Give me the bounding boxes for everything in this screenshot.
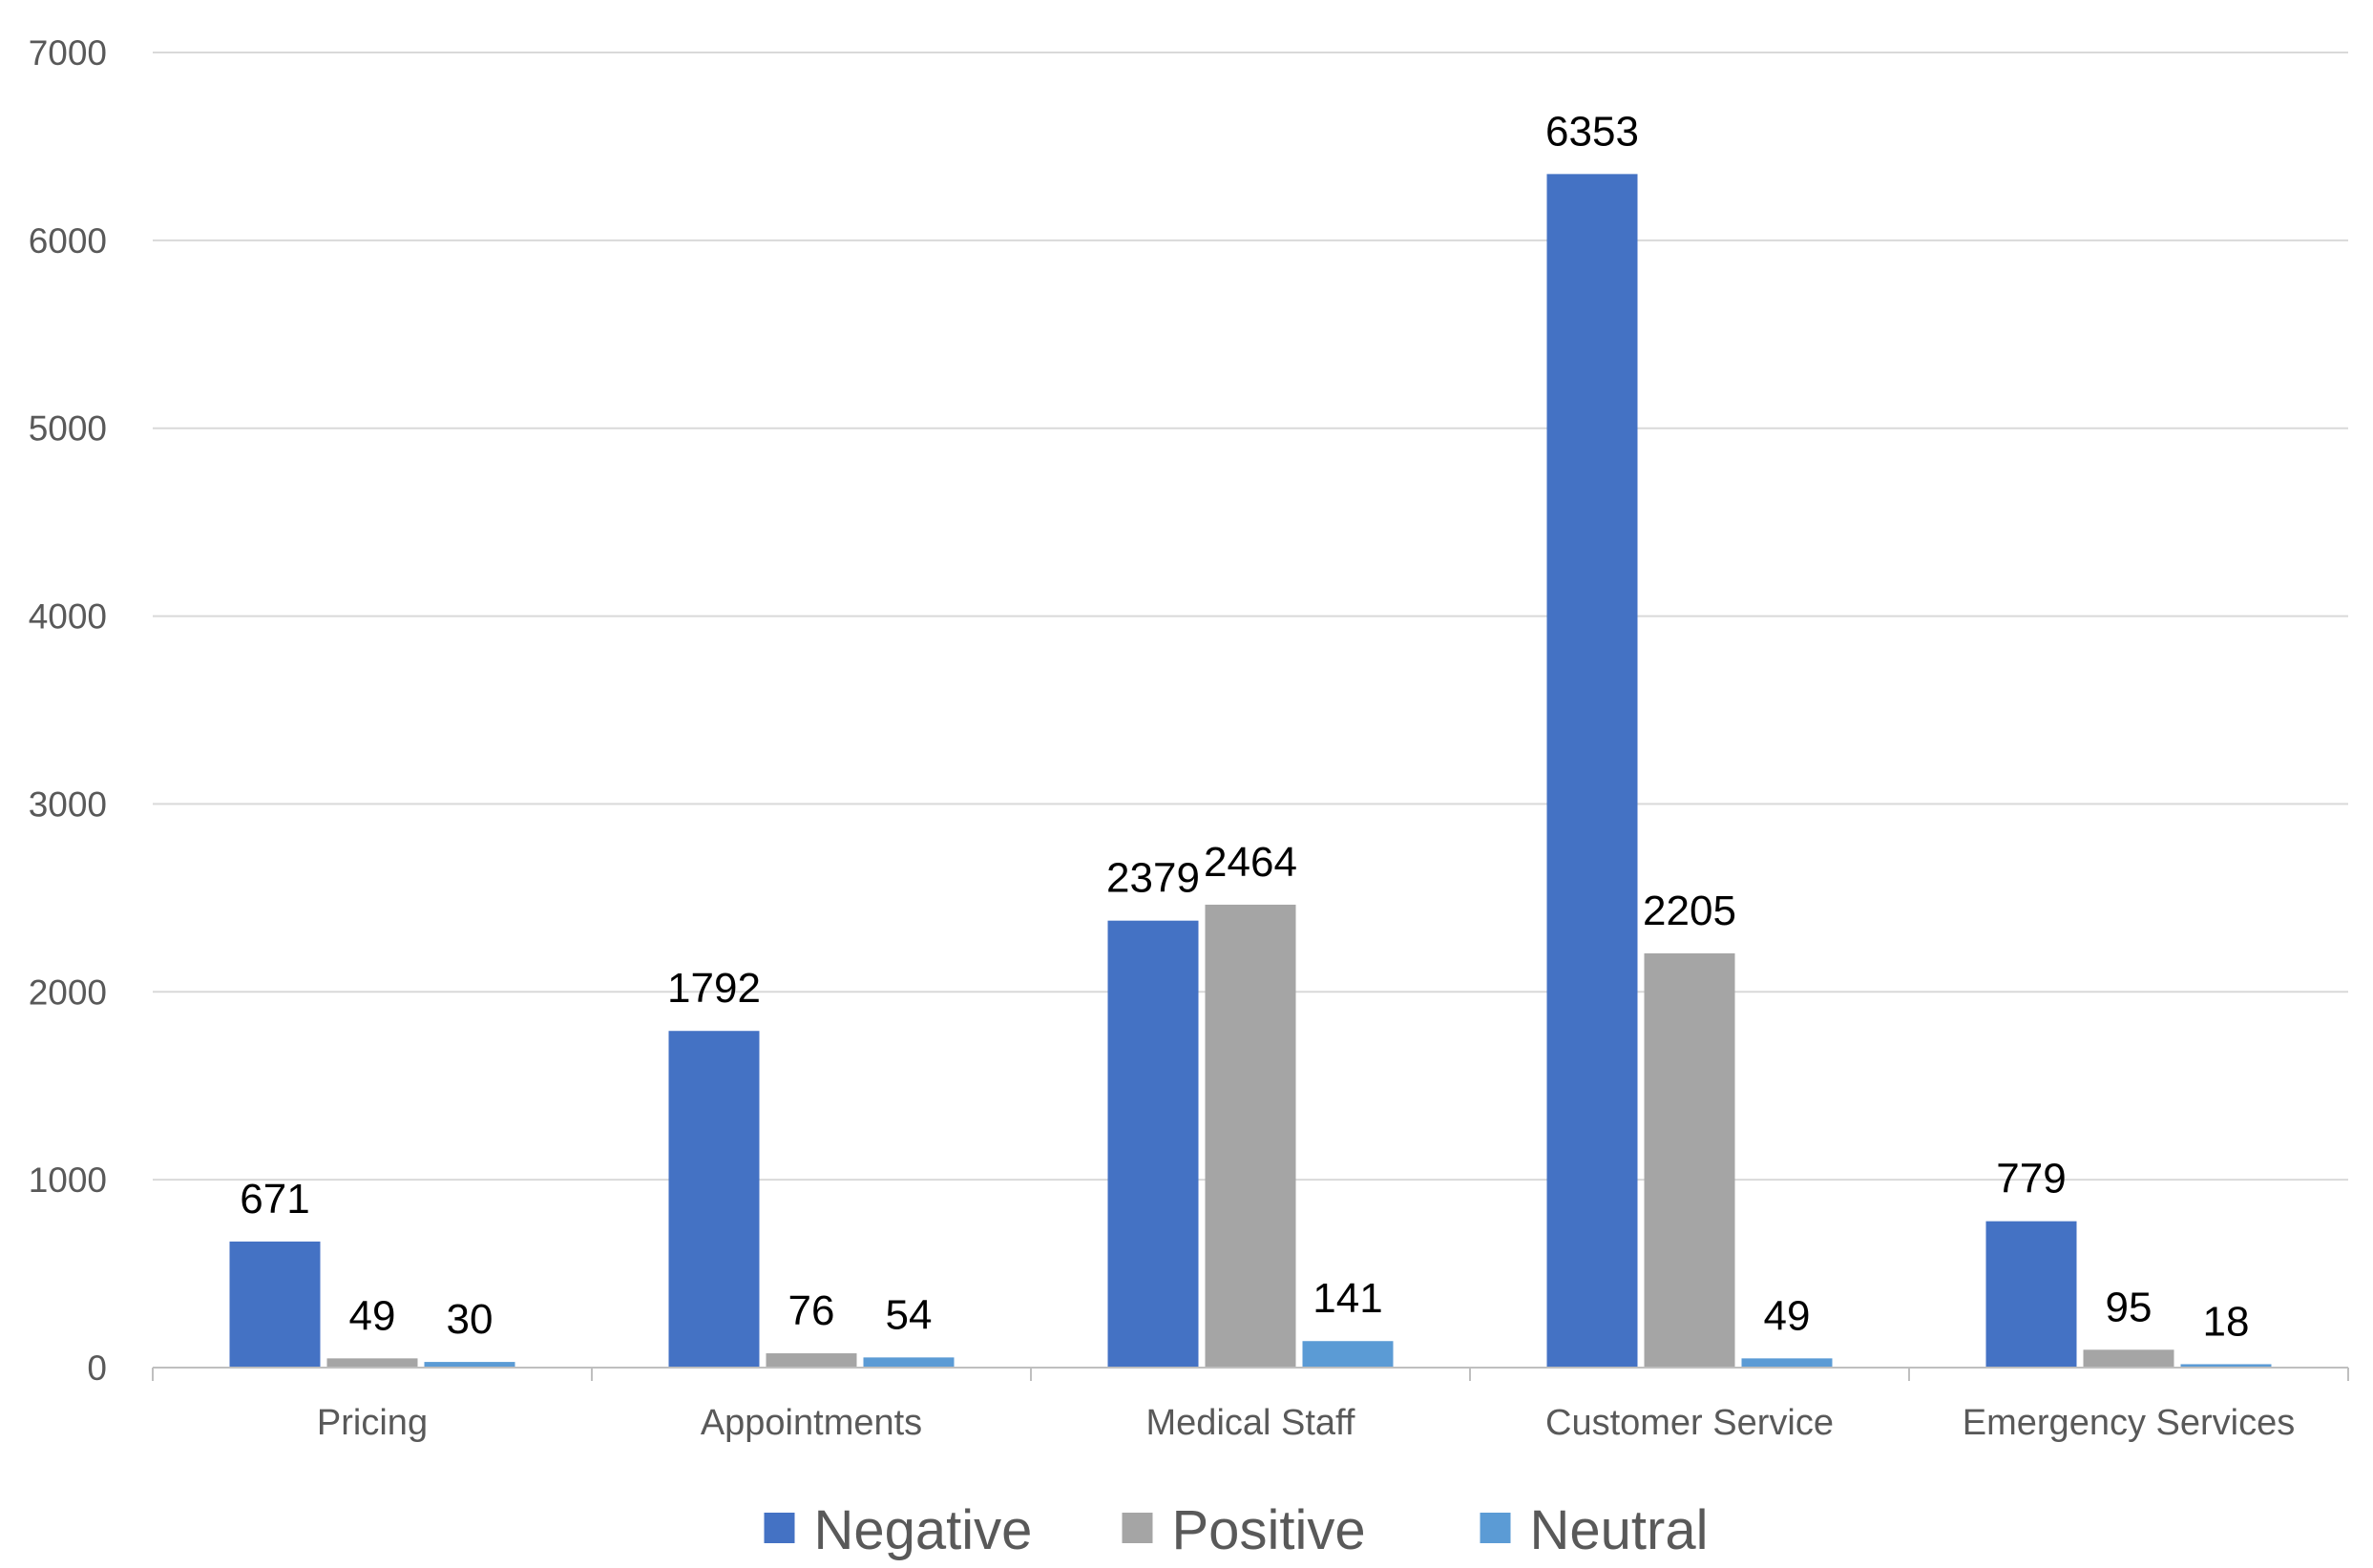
bar-negative-emergency-services <box>1985 1221 2077 1368</box>
data-label-positive-customer-service: 2205 <box>1643 888 1736 934</box>
x-tick-label-pricing: Pricing <box>317 1403 428 1443</box>
gridlines <box>153 52 2348 1181</box>
y-tick-label-0: 0 <box>87 1348 107 1388</box>
bar-negative-pricing <box>229 1241 321 1368</box>
x-tick-label-medical-staff: Medical Staff <box>1146 1403 1355 1443</box>
bar-negative-medical-staff <box>1107 920 1199 1368</box>
bar-positive-customer-service <box>1644 952 1735 1368</box>
bar-positive-appointments <box>766 1353 857 1368</box>
bar-neutral-pricing <box>424 1362 515 1368</box>
y-tick-label-7000: 7000 <box>29 33 107 73</box>
y-tick-label-3000: 3000 <box>29 784 107 824</box>
bar-neutral-medical-staff <box>1302 1341 1394 1368</box>
y-tick-label-6000: 6000 <box>29 221 107 261</box>
data-label-neutral-customer-service: 49 <box>1764 1292 1811 1339</box>
y-tick-label-2000: 2000 <box>29 972 107 1012</box>
x-tick-label-customer-service: Customer Service <box>1545 1403 1834 1443</box>
legend: Negative Positive Neutral <box>764 1499 1709 1561</box>
data-label-positive-medical-staff: 2464 <box>1204 839 1297 886</box>
bar-positive-emergency-services <box>2083 1349 2174 1368</box>
data-label-neutral-appointments: 54 <box>886 1291 933 1338</box>
data-label-negative-appointments: 1792 <box>667 965 761 1012</box>
data-label-negative-customer-service: 6353 <box>1545 108 1639 155</box>
y-tick-label-4000: 4000 <box>29 597 107 637</box>
x-tick-label-emergency-services: Emergency Services <box>1963 1403 2295 1443</box>
data-label-negative-medical-staff: 2379 <box>1106 855 1200 902</box>
data-labels: 671 49 30 1792 76 54 2379 2464 141 6353 2205 49 779 9… <box>240 108 2249 1345</box>
legend-label-positive: Positive <box>1172 1499 1366 1561</box>
x-tick-label-appointments: Appointments <box>701 1403 922 1443</box>
bars <box>229 174 2272 1368</box>
bar-negative-appointments <box>668 1031 760 1368</box>
bar-neutral-appointments <box>863 1357 955 1368</box>
legend-label-negative: Negative <box>814 1499 1033 1561</box>
legend-label-neutral: Neutral <box>1530 1499 1709 1561</box>
bar-positive-medical-staff <box>1205 904 1296 1368</box>
data-label-positive-appointments: 76 <box>788 1287 835 1334</box>
axes: 0 1000 2000 3000 4000 5000 6000 7000 Pricing Appo… <box>29 33 2349 1443</box>
data-label-neutral-pricing: 30 <box>447 1296 494 1343</box>
data-label-positive-pricing: 49 <box>349 1292 396 1339</box>
legend-swatch-neutral <box>1480 1513 1511 1543</box>
data-label-positive-emergency-services: 95 <box>2106 1284 2152 1330</box>
legend-swatch-positive <box>1122 1513 1153 1543</box>
legend-swatch-negative <box>764 1513 795 1543</box>
bar-negative-customer-service <box>1546 174 1638 1368</box>
y-tick-label-1000: 1000 <box>29 1160 107 1200</box>
data-label-negative-emergency-services: 779 <box>1996 1156 2066 1202</box>
data-label-negative-pricing: 671 <box>240 1176 309 1223</box>
bar-positive-pricing <box>326 1358 418 1368</box>
y-tick-label-5000: 5000 <box>29 409 107 449</box>
data-label-neutral-emergency-services: 18 <box>2203 1298 2250 1345</box>
bar-neutral-customer-service <box>1741 1358 1833 1368</box>
bar-neutral-emergency-services <box>2180 1364 2272 1368</box>
data-label-neutral-medical-staff: 141 <box>1312 1275 1382 1322</box>
